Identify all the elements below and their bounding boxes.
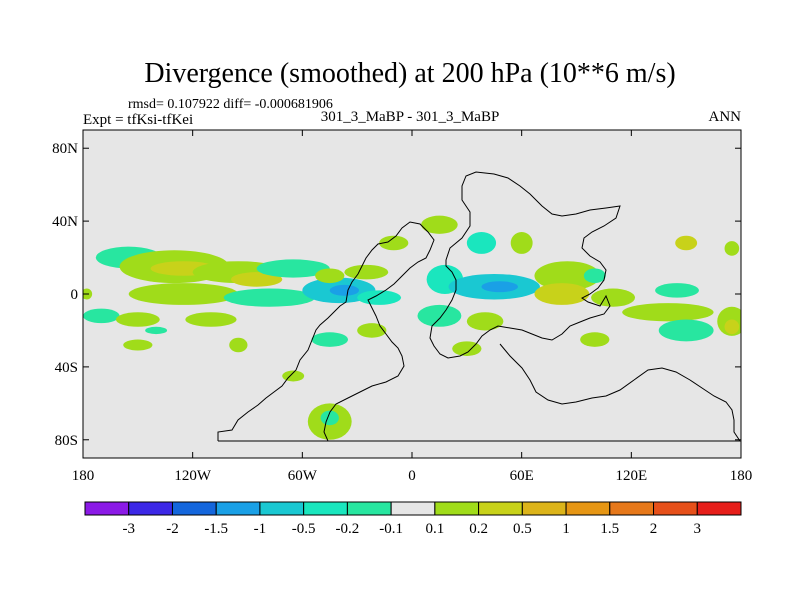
x-tick-label: 60W [288,468,318,484]
anomaly-region [724,319,740,335]
colorbar-swatch [128,501,173,516]
anomaly-region [256,259,330,278]
colorbar-label: -1.5 [204,521,228,537]
anomaly-region [231,272,283,287]
colorbar-swatch [346,501,392,516]
anomaly-region [452,341,482,356]
colorbar-label: 3 [694,521,702,537]
anomaly-region [329,284,359,296]
anomaly-region [534,261,601,291]
plot-area [82,129,742,459]
anomaly-region [622,303,714,322]
anomaly-region [534,283,590,305]
anomaly-region [123,339,153,351]
colorbar-label: 1.5 [600,521,619,537]
anomaly-region [583,268,606,284]
colorbar-swatch [259,501,305,516]
colorbar-swatch [84,501,130,516]
land-outline [217,171,741,442]
colorbar-label: -1 [254,521,267,537]
y-tick-label: 40S [55,360,78,376]
colorbar-swatch [434,501,480,516]
anomaly-region [591,288,635,307]
anomaly-region [145,326,168,335]
x-tick-label: 180 [730,468,753,484]
anomaly-region [379,235,409,251]
colorbar-swatch [215,501,261,516]
rmsd-diff-stats: rmsd= 0.107922 diff= -0.000681906 [128,97,333,112]
anomaly-region [580,332,610,347]
anomaly-region [128,283,239,305]
anomaly-region [724,241,740,256]
africa-eurasia-outline [429,171,621,359]
y-axis: 80N 40N 0 40S 80S [52,141,741,449]
anomaly-region [320,410,339,426]
anomaly-region [83,308,120,324]
colorbar-swatch [521,501,567,516]
colorbar-swatch [303,501,348,516]
y-tick-label: 80S [55,433,78,449]
y-tick-label: 0 [71,287,79,303]
x-tick-label: 0 [408,468,416,484]
experiment-label: Expt = tfKsi-tfKei [83,112,193,128]
colorbar-label: -3 [122,521,135,537]
colorbar-label: -0.2 [336,521,360,537]
anomaly-region [675,235,698,251]
colorbar-swatch [565,501,611,516]
anomaly-contours [83,215,741,440]
x-tick-label: 120W [174,468,212,484]
colorbar-swatch [696,501,742,516]
anomaly-region [311,332,349,347]
anomaly-region [185,312,237,327]
colorbar-swatch [171,501,217,516]
x-tick-label: 180 [72,468,95,484]
colorbar-label: 2 [650,521,658,537]
colorbar-label: -0.1 [379,521,403,537]
colorbar-swatch [609,501,655,516]
colorbar-swatch [390,501,436,516]
anomaly-region [655,283,699,298]
colorbar-label: 0.5 [513,521,532,537]
colorbar-label: -0.5 [292,521,316,537]
colorbar-swatch [478,501,523,516]
anomaly-region [344,264,389,280]
anomaly-region [510,232,533,254]
anomaly-region [357,323,387,338]
anomaly-region [315,268,345,284]
y-tick-label: 40N [52,214,78,230]
anomaly-region [357,290,402,305]
colorbar: -3 -2 -1.5 -1 -0.5 -0.2 -0.1 0.1 0.2 0.5 1 1.5 2 3 [84,501,742,537]
colorbar-label: -2 [166,521,179,537]
anomaly-region [229,337,248,353]
anomaly-region [115,312,160,327]
anomaly-region [466,312,504,331]
anomaly-region [417,304,462,327]
colorbar-label: 0.2 [469,521,488,537]
x-tick-label: 120E [615,468,647,484]
y-tick-label: 80N [52,141,78,157]
season-label: ANN [709,109,742,125]
x-axis: 180 120W 60W 0 60E 120E 180 [72,130,753,484]
anomaly-region [223,288,316,307]
chart-title: Divergence (smoothed) at 200 hPa (10**6 … [144,58,675,89]
colorbar-swatch [653,501,698,516]
anomaly-region [466,232,497,254]
colorbar-label: 0.1 [425,521,444,537]
colorbar-label: 1 [562,521,570,537]
x-tick-label: 60E [510,468,534,484]
america-outline [217,221,435,442]
anomaly-region [658,319,714,342]
anomaly-region [421,215,458,234]
australia-antarctica-outline [218,343,741,442]
case-subtitle: 301_3_MaBP - 301_3_MaBP [321,109,500,125]
anomaly-region [481,281,519,293]
